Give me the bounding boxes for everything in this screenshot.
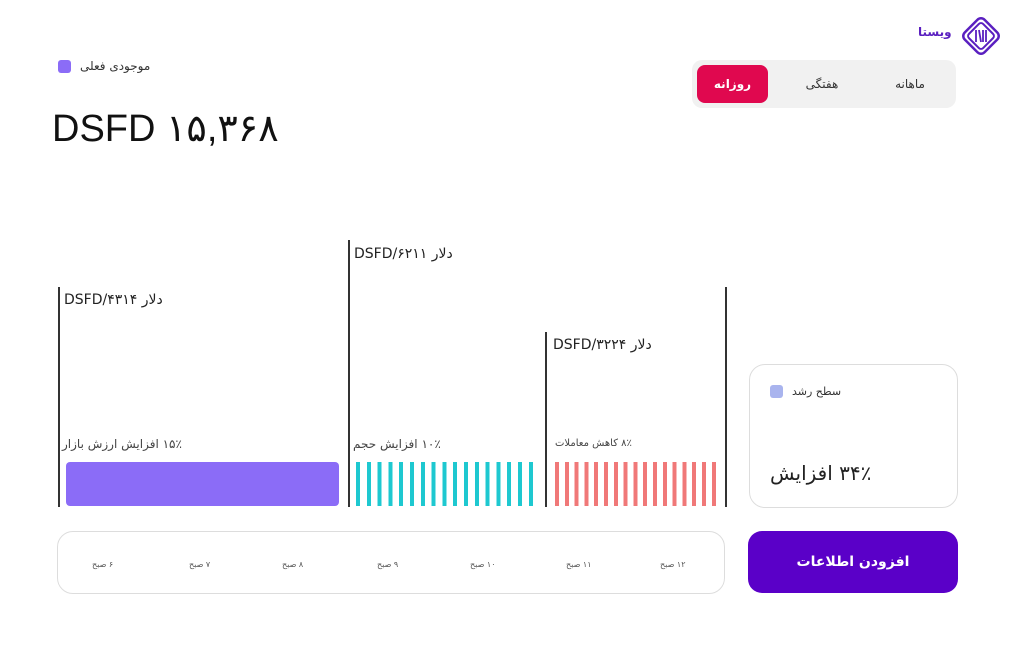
segment-value-label: DSFD/۶۲۱۱ دلار (354, 246, 453, 262)
segment-divider (58, 287, 60, 507)
time-tick: ۱۱ صبح (566, 560, 592, 569)
time-tick: ۱۲ صبح (660, 560, 686, 569)
segment-change-label: ۱۰٪ افزایش حجم (353, 437, 441, 451)
brand-name: ویستا (918, 25, 952, 39)
tab-monthly[interactable]: ماهانه (895, 77, 925, 91)
logo-icon (962, 17, 1000, 55)
time-tick: ۸ صبح (282, 560, 304, 569)
growth-card: سطح رشد ۳۴٪ افزایش (749, 364, 958, 508)
tab-weekly[interactable]: هفتگی (805, 77, 839, 91)
market-value-bar (66, 462, 339, 506)
segment-change-label: ۱۵٪ افزایش ارزش بازار (62, 437, 182, 451)
time-tick: ۱۰ صبح (470, 560, 496, 569)
growth-legend-label: سطح رشد (792, 385, 842, 398)
segment-value-label: DSFD/۴۳۱۴ دلار (64, 292, 163, 308)
time-tick: ۶ صبح (92, 560, 114, 569)
balance-legend-label: موجودی فعلی (80, 59, 151, 73)
growth-legend-swatch (770, 385, 783, 398)
add-data-button[interactable]: افزودن اطلاعات (748, 531, 958, 593)
volume-bar (356, 462, 538, 506)
brand-logo (958, 13, 1004, 59)
time-tick: ۹ صبح (377, 560, 399, 569)
tab-daily[interactable]: روزانه (697, 65, 768, 103)
time-axis (57, 531, 725, 594)
period-tabs: ماهانه هفتگی روزانه (692, 60, 956, 108)
segment-divider (725, 287, 727, 507)
balance-legend-swatch (58, 60, 71, 73)
balance-value: DSFD ۱۵,۳۶۸ (52, 108, 279, 150)
segment-divider (348, 240, 350, 507)
segment-change-label: ۸٪ کاهش معاملات (555, 438, 632, 449)
transactions-bar (555, 462, 719, 506)
segment-value-label: DSFD/۳۲۲۴ دلار (553, 337, 652, 353)
time-tick: ۷ صبح (189, 560, 211, 569)
segment-divider (545, 332, 547, 507)
growth-value: ۳۴٪ افزایش (770, 461, 872, 485)
